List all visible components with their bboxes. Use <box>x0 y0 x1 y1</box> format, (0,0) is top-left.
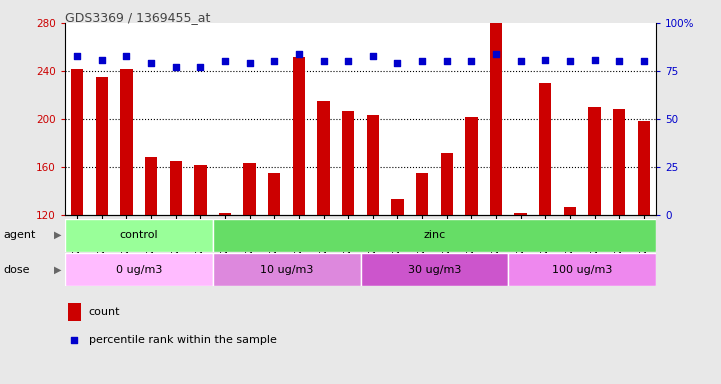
Point <box>244 60 255 66</box>
Text: dose: dose <box>4 265 30 275</box>
Point <box>466 58 477 65</box>
Text: ▶: ▶ <box>54 230 61 240</box>
Text: ▶: ▶ <box>54 265 61 275</box>
Bar <box>219 213 231 215</box>
Point <box>318 58 329 65</box>
Text: percentile rank within the sample: percentile rank within the sample <box>89 335 276 345</box>
Bar <box>71 69 84 215</box>
Bar <box>539 83 552 215</box>
Point <box>342 58 354 65</box>
Bar <box>244 164 256 215</box>
Point <box>68 337 79 343</box>
Point <box>195 64 206 70</box>
Bar <box>613 109 625 215</box>
Point <box>614 58 625 65</box>
Text: 100 ug/m3: 100 ug/m3 <box>552 265 612 275</box>
Bar <box>194 165 206 215</box>
Point <box>120 53 132 59</box>
Point <box>490 51 502 57</box>
Text: 0 ug/m3: 0 ug/m3 <box>115 265 162 275</box>
Bar <box>637 121 650 215</box>
Text: agent: agent <box>4 230 36 240</box>
Point <box>441 58 453 65</box>
Point <box>515 58 526 65</box>
Bar <box>317 101 329 215</box>
Point <box>268 58 280 65</box>
Text: control: control <box>120 230 158 240</box>
Bar <box>96 77 108 215</box>
Bar <box>213 219 656 252</box>
Bar <box>68 303 81 321</box>
Point <box>638 58 650 65</box>
Point <box>219 58 231 65</box>
Bar <box>490 23 502 215</box>
Text: zinc: zinc <box>423 230 446 240</box>
Text: GDS3369 / 1369455_at: GDS3369 / 1369455_at <box>65 12 211 25</box>
Bar <box>564 207 576 215</box>
Bar <box>120 69 133 215</box>
Point <box>564 58 575 65</box>
Point <box>96 56 107 63</box>
Point <box>589 56 601 63</box>
Bar <box>360 253 508 286</box>
Text: count: count <box>89 307 120 317</box>
Point <box>170 64 182 70</box>
Bar <box>441 152 453 215</box>
Point <box>392 60 403 66</box>
Bar <box>65 253 213 286</box>
Bar <box>392 199 404 215</box>
Point <box>293 51 305 57</box>
Bar <box>293 56 305 215</box>
Bar <box>508 253 656 286</box>
Point <box>539 56 551 63</box>
Point <box>416 58 428 65</box>
Bar <box>268 173 280 215</box>
Bar <box>515 213 527 215</box>
Point <box>367 53 379 59</box>
Bar <box>342 111 354 215</box>
Bar <box>213 253 360 286</box>
Bar <box>65 219 213 252</box>
Bar <box>169 161 182 215</box>
Point <box>146 60 157 66</box>
Bar <box>465 117 477 215</box>
Bar <box>145 157 157 215</box>
Text: 30 ug/m3: 30 ug/m3 <box>407 265 461 275</box>
Text: 10 ug/m3: 10 ug/m3 <box>260 265 314 275</box>
Bar <box>588 107 601 215</box>
Bar <box>367 116 379 215</box>
Point <box>71 53 83 59</box>
Bar <box>416 173 428 215</box>
